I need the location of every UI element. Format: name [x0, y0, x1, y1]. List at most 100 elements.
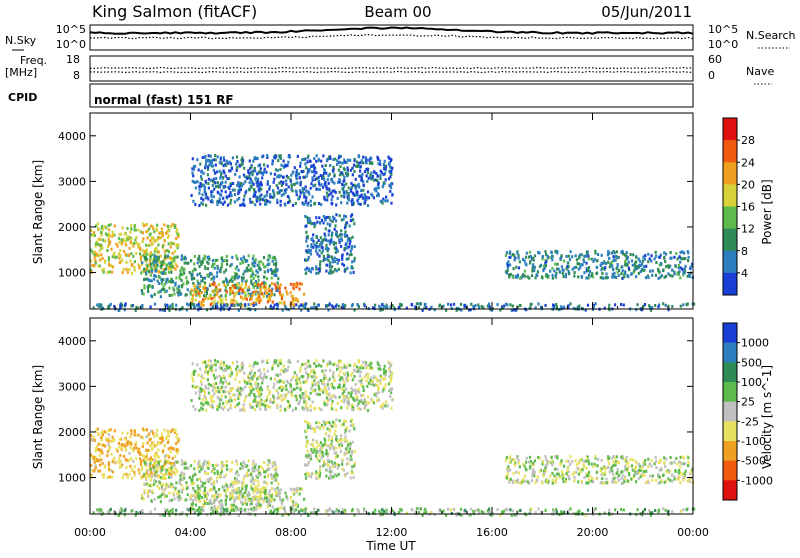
power-cell	[181, 254, 183, 257]
power-cell	[200, 202, 202, 205]
power-cell	[541, 276, 543, 279]
velocity-cell	[293, 388, 295, 391]
power-cell	[316, 253, 318, 256]
power-cell	[341, 263, 343, 266]
power-cell	[326, 192, 328, 195]
power-cell	[174, 268, 176, 271]
power-cell	[324, 181, 326, 184]
power-cell	[614, 303, 616, 306]
power-cell	[262, 263, 264, 266]
noise-left-tick-top: 10^5	[56, 23, 86, 36]
power-cell	[179, 269, 181, 272]
power-cell	[329, 239, 331, 242]
noise-right-tick-top: 10^5	[708, 23, 738, 36]
velocity-cell	[147, 442, 149, 445]
velocity-cell	[191, 377, 193, 380]
power-cell	[360, 203, 362, 206]
velocity-cell	[332, 475, 334, 478]
velocity-cell	[330, 477, 332, 480]
power-cell	[389, 175, 391, 178]
power-cell	[232, 284, 234, 287]
power-cell	[276, 303, 278, 306]
power-cell	[601, 254, 603, 257]
velocity-cell	[335, 456, 337, 459]
power-cell	[154, 303, 156, 306]
power-cell	[331, 202, 333, 205]
velocity-cell	[305, 404, 307, 407]
velocity-cell	[231, 372, 233, 375]
velocity-cell	[268, 468, 270, 471]
power-cell	[378, 162, 380, 165]
power-cell	[207, 262, 209, 265]
power-cell	[284, 287, 286, 290]
power-cell	[258, 267, 260, 270]
power-cell	[276, 269, 278, 272]
velocity-cell	[212, 495, 214, 498]
power-cell	[545, 304, 547, 307]
velocity-cell	[341, 367, 343, 370]
velocity-cell	[308, 373, 310, 376]
power-cell	[366, 196, 368, 199]
velocity-cell	[205, 409, 207, 412]
velocity-cell	[310, 448, 312, 451]
velocity-cell	[345, 473, 347, 476]
power-cell	[253, 304, 255, 307]
power-cell	[340, 155, 342, 158]
velocity-cell	[155, 432, 157, 435]
velocity-cell	[211, 502, 213, 505]
power-cell	[107, 305, 109, 308]
velocity-cell	[161, 487, 163, 490]
power-cell	[199, 265, 201, 268]
velocity-cell	[267, 385, 269, 388]
velocity-cell	[117, 450, 119, 453]
velocity-cell	[233, 504, 235, 507]
power-cell	[377, 183, 379, 186]
power-cell	[349, 159, 351, 162]
power-cell	[122, 271, 124, 274]
velocity-cell	[320, 379, 322, 382]
velocity-cell	[154, 498, 156, 501]
power-cell	[211, 161, 213, 164]
power-cell	[579, 253, 581, 256]
power-cell	[336, 258, 338, 261]
power-cell	[238, 269, 240, 272]
power-cell	[253, 183, 255, 186]
power-cell	[183, 268, 185, 271]
power-cell	[328, 233, 330, 236]
power-cell	[240, 164, 242, 167]
velocity-cell	[310, 405, 312, 408]
power-cell	[220, 294, 222, 297]
power-cell	[613, 275, 615, 278]
velocity-cell	[175, 449, 177, 452]
velocity-cell	[204, 482, 206, 485]
velocity-cell	[164, 461, 166, 464]
power-cell	[287, 176, 289, 179]
velocity-cell	[340, 360, 342, 363]
velocity-cell	[260, 386, 262, 389]
velocity-cell	[198, 390, 200, 393]
power-cell	[232, 156, 234, 159]
velocity-cell	[236, 365, 238, 368]
power-cell	[519, 277, 521, 280]
velocity-cell	[354, 450, 356, 453]
power-cell	[525, 263, 527, 266]
velocity-cell	[243, 409, 245, 412]
power-cell	[165, 272, 167, 275]
velocity-cell	[162, 450, 164, 453]
power-cell	[384, 165, 386, 168]
power-cell	[338, 268, 340, 271]
velocity-cell	[177, 499, 179, 502]
velocity-cell	[356, 366, 358, 369]
power-cell	[201, 291, 203, 294]
velocity-cell	[247, 374, 249, 377]
velocity-cell	[200, 468, 202, 471]
velocity-cell	[280, 405, 282, 408]
velocity-cell	[221, 395, 223, 398]
power-cell	[153, 264, 155, 267]
power-cell	[509, 250, 511, 253]
velocity-cell	[97, 470, 99, 473]
velocity-cell	[331, 425, 333, 428]
velocity-cell	[338, 473, 340, 476]
power-cell	[192, 270, 194, 273]
velocity-cell	[201, 465, 203, 468]
